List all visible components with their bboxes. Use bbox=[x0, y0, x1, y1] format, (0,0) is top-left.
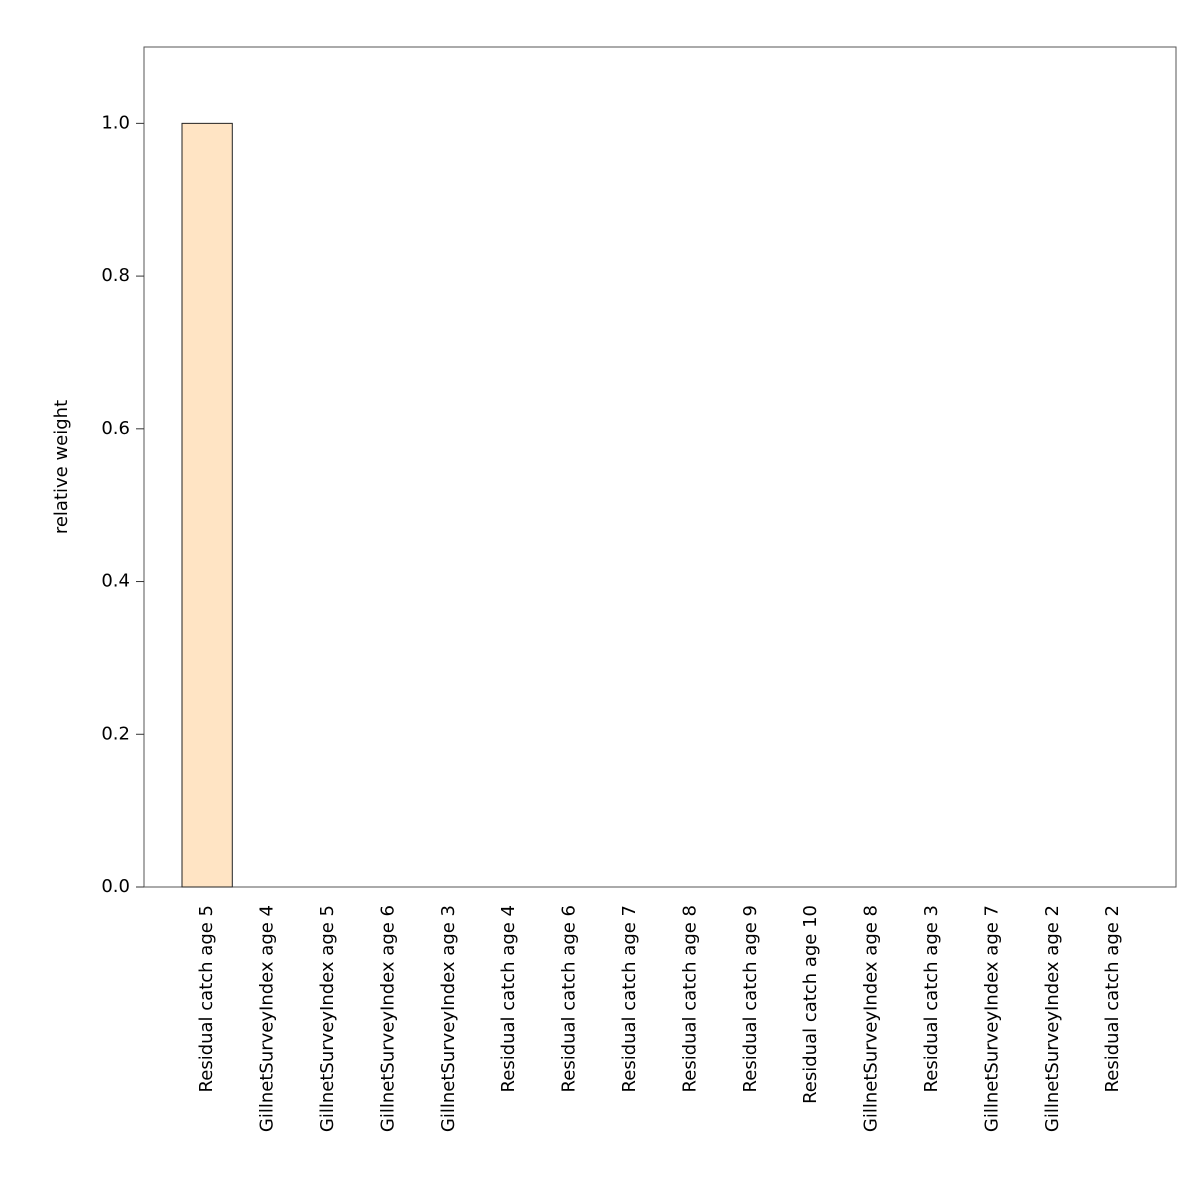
x-tick-label: GillnetSurveyIndex age 3 bbox=[438, 905, 459, 1132]
x-tick-label: Residual catch age 9 bbox=[740, 905, 761, 1092]
x-tick-label: GillnetSurveyIndex age 5 bbox=[317, 905, 338, 1132]
x-tick-label: Residual catch age 4 bbox=[498, 905, 519, 1092]
x-tick-label: Residual catch age 7 bbox=[619, 905, 640, 1092]
x-tick-label: Residual catch age 5 bbox=[196, 905, 217, 1092]
y-tick-label: 0.4 bbox=[101, 571, 130, 592]
y-tick-label: 0.2 bbox=[101, 723, 130, 744]
y-tick-label: 0.8 bbox=[101, 265, 130, 286]
x-tick-label: GillnetSurveyIndex age 6 bbox=[377, 905, 398, 1132]
x-tick-label: Residual catch age 2 bbox=[1102, 905, 1123, 1092]
x-tick-label: Residual catch age 8 bbox=[679, 905, 700, 1092]
plot-frame bbox=[143, 46, 1177, 888]
x-tick-label: GillnetSurveyIndex age 4 bbox=[257, 905, 278, 1132]
y-tick-label: 0.0 bbox=[101, 876, 130, 897]
x-tick-label: Residual catch age 6 bbox=[559, 905, 580, 1092]
x-tick-label: GillnetSurveyIndex age 2 bbox=[1042, 905, 1063, 1132]
y-tick-label: 1.0 bbox=[101, 112, 130, 133]
bar bbox=[181, 122, 233, 888]
x-tick-label: Residual catch age 3 bbox=[921, 905, 942, 1092]
x-tick-label: GillnetSurveyIndex age 7 bbox=[981, 905, 1002, 1132]
x-tick-label: Residual catch age 10 bbox=[800, 905, 821, 1104]
x-tick-label: GillnetSurveyIndex age 8 bbox=[861, 905, 882, 1132]
y-tick-label: 0.6 bbox=[101, 418, 130, 439]
y-axis-label: relative weight bbox=[51, 400, 72, 534]
